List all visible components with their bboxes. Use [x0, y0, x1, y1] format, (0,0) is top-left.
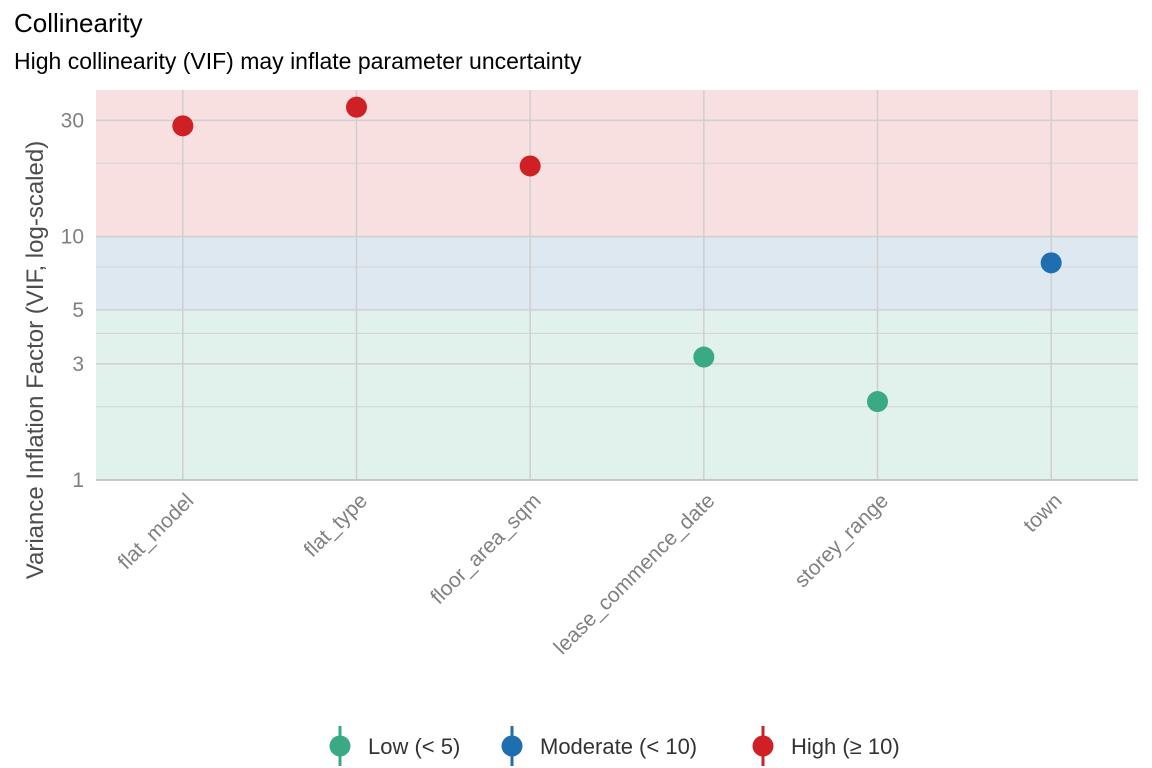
- x-tick-label: flat_model: [114, 489, 199, 574]
- data-points: [172, 96, 1062, 413]
- point-lease_commence_date: [693, 346, 715, 368]
- y-tick-label: 10: [61, 226, 84, 249]
- x-tick-label: floor_area_sqm: [426, 489, 545, 608]
- legend-key-0: [329, 735, 351, 757]
- y-tick-label: 1: [72, 469, 84, 492]
- point-flat_type: [346, 96, 367, 118]
- y-tick-label: 30: [61, 109, 84, 132]
- band-0: [96, 309, 1138, 480]
- point-town: [1040, 252, 1062, 274]
- x-tick-label: lease_commence_date: [550, 489, 720, 659]
- grid-lines: [96, 90, 1138, 481]
- y-tick-label: 3: [72, 353, 84, 376]
- legend-label-2: High (≥ 10): [791, 734, 900, 759]
- point-flat_model: [172, 115, 194, 137]
- x-tick-label: storey_range: [790, 489, 893, 592]
- legend: Low (< 5) Moderate (< 10) High (≥ 10): [329, 726, 900, 766]
- chart-subtitle: High collinearity (VIF) may inflate para…: [14, 48, 582, 74]
- legend-key-1: [501, 735, 523, 757]
- legend-label-1: Moderate (< 10): [540, 734, 697, 759]
- x-tick-labels: flat_model flat_type floor_area_sqm lease_c…: [114, 489, 1067, 659]
- chart-title: Collinearity: [14, 8, 143, 38]
- point-storey_range: [867, 391, 888, 413]
- band-1: [96, 236, 1138, 310]
- x-tick-label: flat_type: [300, 489, 372, 561]
- point-floor_area_sqm: [519, 155, 541, 177]
- y-tick-label: 5: [72, 299, 84, 322]
- legend-label-0: Low (< 5): [368, 734, 460, 759]
- threshold-bands: [96, 90, 1138, 480]
- legend-key-2: [752, 735, 774, 757]
- y-tick-labels: 1 3 5 10 30: [61, 109, 84, 492]
- x-tick-label: town: [1019, 489, 1067, 537]
